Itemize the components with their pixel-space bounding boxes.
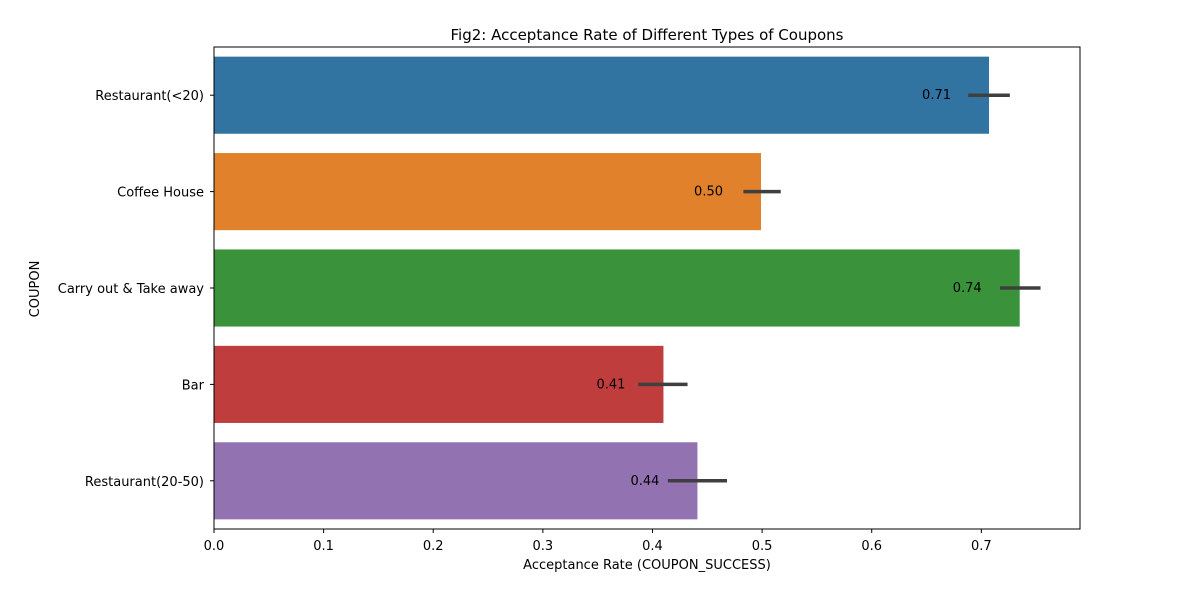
x-tick-label-0: 0.0 — [204, 539, 225, 554]
y-tick-label-0: Restaurant(<20) — [95, 89, 204, 104]
x-tick-label-3: 0.3 — [533, 539, 554, 554]
bars-layer — [214, 56, 1020, 520]
bar-0 — [214, 56, 990, 134]
x-tick-label-4: 0.4 — [642, 539, 663, 554]
x-axis-label: Acceptance Rate (COUPON_SUCCESS) — [523, 558, 771, 573]
chart-title: Fig2: Acceptance Rate of Different Types… — [451, 26, 844, 44]
y-tick-label-4: Restaurant(20-50) — [85, 475, 204, 490]
y-tick-label-1: Coffee House — [117, 186, 204, 201]
bar-2 — [214, 249, 1020, 327]
y-axis-label: COUPON — [28, 261, 43, 318]
value-label-1: 0.50 — [694, 185, 723, 200]
x-tick-label-2: 0.2 — [423, 539, 444, 554]
x-tick-label-1: 0.1 — [313, 539, 334, 554]
y-tick-label-2: Carry out & Take away — [58, 282, 205, 297]
error-bars-layer — [638, 93, 1041, 483]
x-tick-label-6: 0.6 — [861, 539, 882, 554]
bar-1 — [214, 153, 762, 231]
x-tick-label-7: 0.7 — [971, 539, 992, 554]
y-tick-label-3: Bar — [182, 378, 205, 393]
value-label-0: 0.71 — [922, 88, 951, 103]
x-tick-label-5: 0.5 — [752, 539, 773, 554]
value-labels-layer: 0.71 0.50 0.74 0.41 0.44 — [596, 88, 981, 489]
value-label-4: 0.44 — [630, 474, 659, 489]
bar-3 — [214, 345, 664, 423]
value-label-3: 0.41 — [596, 377, 625, 392]
y-axis-ticks: Restaurant(<20) Coffee House Carry out & T… — [58, 89, 214, 490]
value-label-2: 0.74 — [953, 281, 982, 296]
x-axis-ticks: 0.0 0.1 0.2 0.3 0.4 0.5 0.6 0.7 — [204, 529, 992, 554]
bar-4 — [214, 442, 698, 520]
